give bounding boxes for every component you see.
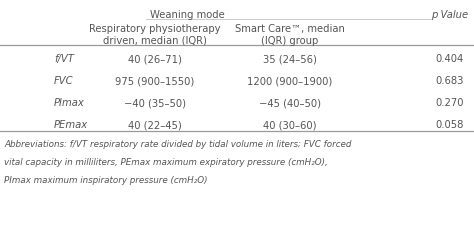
Text: vital capacity in milliliters, PEmax maximum expiratory pressure (cmH₂O),: vital capacity in milliliters, PEmax max… <box>4 158 328 167</box>
Text: 40 (22–45): 40 (22–45) <box>128 120 182 130</box>
Text: 0.058: 0.058 <box>436 120 464 130</box>
Text: −45 (40–50): −45 (40–50) <box>259 98 321 108</box>
Text: f/VT: f/VT <box>54 54 74 64</box>
Text: 975 (900–1550): 975 (900–1550) <box>115 76 195 86</box>
Text: PImax maximum inspiratory pressure (cmH₂O): PImax maximum inspiratory pressure (cmH₂… <box>4 176 208 185</box>
Text: Smart Care™, median
(IQR) group: Smart Care™, median (IQR) group <box>235 24 345 46</box>
Text: Abbreviations: f/VT respiratory rate divided by tidal volume in liters; FVC forc: Abbreviations: f/VT respiratory rate div… <box>4 140 351 149</box>
Text: p Value: p Value <box>431 10 469 20</box>
Text: 40 (30–60): 40 (30–60) <box>263 120 317 130</box>
Text: 0.683: 0.683 <box>436 76 464 86</box>
Text: Respiratory physiotherapy
driven, median (IQR): Respiratory physiotherapy driven, median… <box>89 24 221 46</box>
Text: 40 (26–71): 40 (26–71) <box>128 54 182 64</box>
Text: Weaning mode: Weaning mode <box>150 10 225 20</box>
Text: 35 (24–56): 35 (24–56) <box>263 54 317 64</box>
Text: PEmax: PEmax <box>54 120 88 130</box>
Text: PImax: PImax <box>54 98 85 108</box>
Text: 0.404: 0.404 <box>436 54 464 64</box>
Text: 0.270: 0.270 <box>436 98 464 108</box>
Text: 1200 (900–1900): 1200 (900–1900) <box>247 76 333 86</box>
Text: FVC: FVC <box>54 76 73 86</box>
Text: −40 (35–50): −40 (35–50) <box>124 98 186 108</box>
